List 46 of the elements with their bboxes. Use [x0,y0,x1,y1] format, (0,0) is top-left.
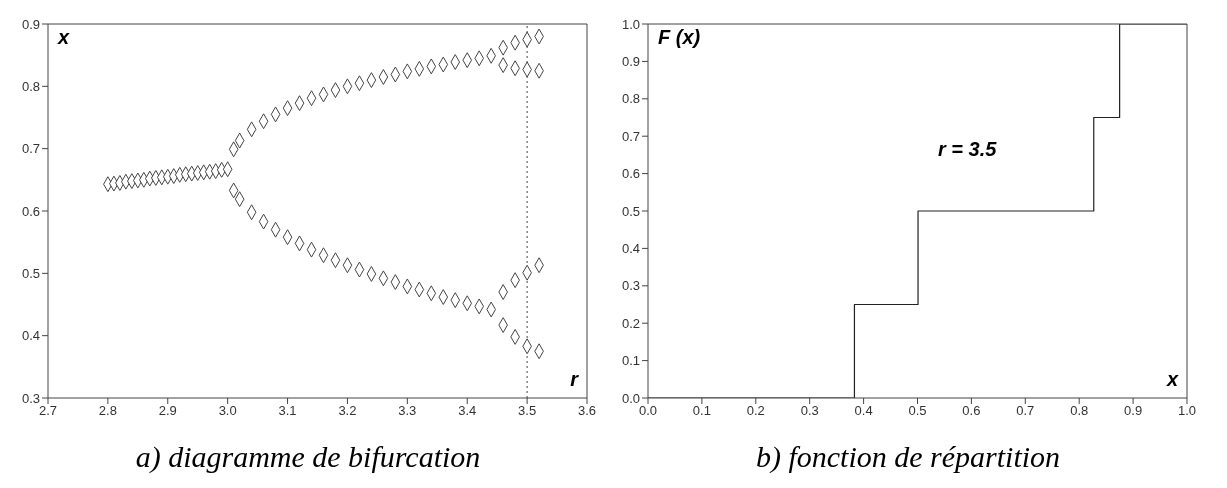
y-tick-label: 0.4 [621,241,640,257]
x-tick-label: 0.7 [1016,403,1035,419]
y-tick-label: 0.4 [21,328,40,344]
x-tick-label: 0.8 [1070,403,1089,419]
x-tick-label: 2.9 [158,403,177,419]
x-tick-label: 0.3 [800,403,819,419]
x-tick-label: 3.5 [518,403,537,419]
y-tick-label: 0.3 [21,390,40,406]
y-tick-label: 0.3 [621,278,640,294]
y-axis-title: x [58,26,70,49]
x-tick-label: 0.6 [962,403,981,419]
y-tick-label: 0.0 [621,390,640,406]
y-tick-label: 0.7 [21,141,40,157]
annotation: r = 3.5 [938,138,997,161]
x-axis-title: x [1166,368,1178,391]
x-tick-label: 0.9 [1124,403,1143,419]
y-axis-title: F (x) [658,26,701,49]
y-tick-label: 0.9 [21,16,40,32]
y-tick-label: 0.5 [21,265,40,281]
y-tick-label: 0.7 [621,128,640,144]
x-tick-label: 0.1 [692,403,711,419]
y-tick-label: 0.6 [21,203,40,219]
y-tick-label: 0.8 [21,78,40,94]
x-tick-label: 3.1 [278,403,297,419]
x-tick-label: 0.0 [638,403,658,419]
x-tick-label: 3.4 [458,403,477,419]
y-tick-label: 0.2 [621,315,640,331]
text: b) fonction de répartition [754,440,1062,474]
x-axis-title: r [570,368,578,391]
x-tick-label: 0.4 [854,403,873,419]
y-tick-label: 0.1 [621,353,640,369]
x-tick-label: 3.2 [338,403,357,419]
x-tick-label: 3.3 [398,403,417,419]
y-tick-label: 0.9 [621,54,640,70]
y-tick-label: 0.6 [621,166,640,182]
x-tick-label: 1.0 [1177,403,1197,419]
x-tick-label: 3.0 [218,403,237,419]
x-tick-label: 0.5 [908,403,927,419]
y-tick-label: 1.0 [621,16,640,32]
x-tick-label: 3.6 [577,403,597,419]
y-tick-label: 0.5 [621,203,640,219]
text: a) diagramme de bifurcation [134,440,482,474]
x-tick-label: 2.7 [38,403,58,419]
x-tick-label: 2.8 [98,403,117,419]
x-tick-label: 0.2 [746,403,765,419]
y-tick-label: 0.8 [621,91,640,107]
